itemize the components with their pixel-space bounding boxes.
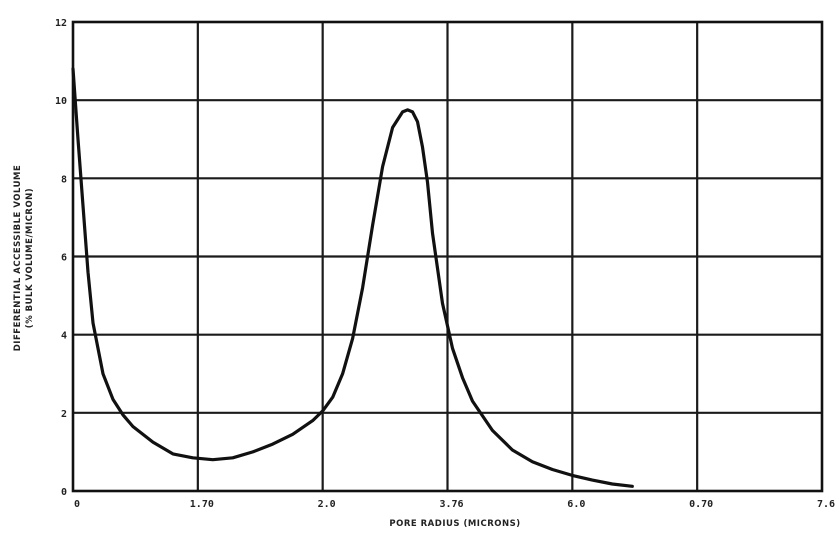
x-tick-label: 2.0 xyxy=(318,499,336,510)
y-axis-label: DIFFERENTIAL ACCESSIBLE VOLUME xyxy=(13,165,23,352)
y-axis-sublabel: (% BULK VOLUME/MICRON) xyxy=(25,188,35,328)
plot-frame xyxy=(71,20,824,493)
x-tick-label: 7.6 xyxy=(817,499,835,510)
y-tick-label: 6 xyxy=(61,253,67,264)
y-tick-label: 8 xyxy=(61,174,67,185)
x-tick-label: 0 xyxy=(74,499,80,510)
x-tick-label: 6.0 xyxy=(567,499,585,510)
y-tick-label: 10 xyxy=(55,96,67,107)
y-tick-label: 0 xyxy=(61,487,67,498)
x-tick-label: 0.70 xyxy=(689,499,713,510)
series-line xyxy=(71,67,634,488)
x-tick-label: 3.76 xyxy=(439,499,463,510)
y-tick-label: 2 xyxy=(61,409,67,420)
y-tick-label: 4 xyxy=(61,331,67,342)
tick-layer: 0 1.70 2.0 3.76 6.0 0.70 7.6 0 2 4 6 8 10 12 xyxy=(55,18,835,510)
x-tick-label: 1.70 xyxy=(190,499,214,510)
grid-layer xyxy=(73,22,822,491)
y-tick-label: 12 xyxy=(55,18,67,29)
x-axis-label: PORE RADIUS (MICRONS) xyxy=(389,519,520,529)
